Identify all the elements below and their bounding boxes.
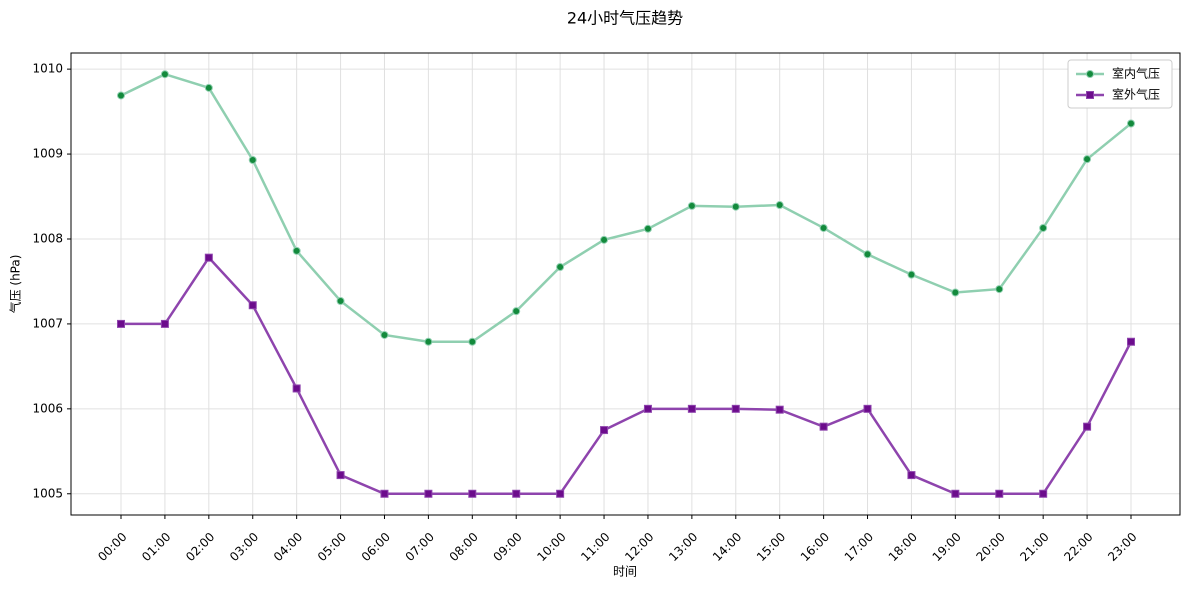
y-axis-label: 气压 (hPa) [8, 255, 23, 314]
x-tick-label: 10:00 [534, 530, 568, 564]
point [512, 307, 521, 316]
legend-label: 室外气压 [1112, 87, 1160, 102]
legend-label: 室内气压 [1112, 66, 1160, 81]
x-tick-label: 01:00 [139, 530, 173, 564]
point [819, 422, 828, 431]
x-tick-label: 15:00 [754, 530, 788, 564]
point [775, 405, 784, 414]
x-tick-label: 06:00 [359, 530, 393, 564]
x-tick-label: 19:00 [930, 530, 964, 564]
legend-marker [1086, 70, 1094, 78]
plot-frame [70, 52, 1181, 516]
point [863, 250, 872, 259]
point [424, 489, 433, 498]
point [643, 404, 652, 413]
point [468, 489, 477, 498]
x-tick-label: 05:00 [315, 530, 349, 564]
x-tick-label: 16:00 [798, 530, 832, 564]
point [117, 319, 125, 328]
point [995, 489, 1004, 498]
chart-title: 24小时气压趋势 [567, 9, 683, 28]
point [292, 384, 301, 393]
y-tick-label: 1010 [32, 62, 63, 76]
x-tick-label: 03:00 [227, 530, 261, 564]
point [907, 471, 916, 480]
x-tick-label: 14:00 [710, 530, 744, 564]
x-tick-label: 13:00 [666, 530, 700, 564]
y-tick-label: 1005 [32, 486, 63, 500]
point [819, 223, 828, 232]
x-tick-label: 04:00 [271, 530, 305, 564]
point [336, 296, 345, 305]
point [160, 70, 169, 79]
y-tick-label: 1008 [32, 231, 63, 245]
x-tick-label: 11:00 [578, 530, 612, 564]
x-tick-label: 12:00 [622, 530, 656, 564]
point [512, 489, 521, 498]
point [863, 404, 872, 413]
series-line [120, 72, 1132, 343]
point [643, 224, 652, 233]
point [556, 489, 565, 498]
point [600, 235, 609, 244]
point [204, 253, 213, 262]
x-tick-label: 09:00 [490, 530, 524, 564]
point [424, 337, 433, 346]
point [995, 285, 1004, 294]
point [248, 301, 257, 310]
point [248, 156, 257, 165]
point [1083, 155, 1092, 164]
y-tick-label: 1006 [32, 401, 63, 415]
point [160, 319, 169, 328]
point [336, 471, 345, 480]
point [117, 91, 125, 100]
x-tick-label: 08:00 [447, 530, 481, 564]
series-line [121, 255, 1133, 496]
point [731, 404, 740, 413]
x-tick-label: 21:00 [1017, 530, 1051, 564]
point [1039, 489, 1048, 498]
point [600, 426, 609, 435]
legend-marker [1086, 91, 1094, 99]
point [1083, 422, 1092, 431]
point [951, 288, 960, 297]
x-tick-label: 02:00 [183, 530, 217, 564]
point [292, 246, 301, 255]
x-tick-label: 00:00 [95, 530, 129, 564]
point [687, 404, 696, 413]
y-tick-label: 1007 [32, 316, 63, 330]
point [731, 202, 740, 211]
point [380, 330, 389, 339]
x-tick-label: 20:00 [973, 530, 1007, 564]
point [775, 201, 784, 210]
point [687, 201, 696, 210]
x-axis-label: 时间 [613, 565, 637, 579]
x-tick-label: 07:00 [403, 530, 437, 564]
point [951, 489, 960, 498]
y-tick-label: 1009 [32, 147, 63, 161]
x-tick-label: 18:00 [886, 530, 920, 564]
x-tick-label: 23:00 [1105, 530, 1139, 564]
point [1127, 337, 1135, 346]
x-tick-label: 17:00 [842, 530, 876, 564]
point [380, 489, 389, 498]
point [556, 263, 565, 272]
point [204, 83, 213, 92]
point [1127, 119, 1135, 128]
point [468, 337, 477, 346]
point [1039, 223, 1048, 232]
x-tick-label: 22:00 [1061, 530, 1095, 564]
point [907, 270, 916, 279]
